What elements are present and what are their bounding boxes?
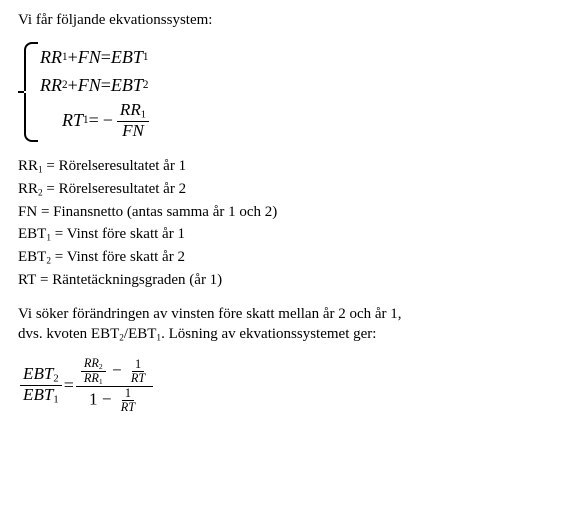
system-row-1: RR1 + FN = EBT1 bbox=[40, 44, 151, 70]
system-row-2: RR2 + FN = EBT2 bbox=[40, 72, 151, 98]
fraction-1-rt-top: 1 RT bbox=[128, 358, 148, 385]
left-brace-icon bbox=[24, 42, 38, 142]
fraction-1-rt-bottom: 1 RT bbox=[118, 387, 138, 414]
fraction-result-rhs: RR2 RR1 − 1 RT 1 − 1 RT bbox=[76, 357, 153, 414]
def-row: RT = Räntetäckningsgraden (år 1) bbox=[18, 270, 555, 290]
fraction-ebt-ratio: EBT2 EBT1 bbox=[20, 365, 62, 406]
result-equation: EBT2 EBT1 = RR2 RR1 − 1 RT 1 − 1 bbox=[18, 357, 555, 414]
def-row: EBT1 = Vinst före skatt år 1 bbox=[18, 224, 555, 245]
fraction-rr1-fn: RR1 FN bbox=[117, 101, 149, 140]
definitions-list: RR1 = Rörelseresultatet år 1 RR2 = Rörel… bbox=[18, 156, 555, 290]
system-row-3: RT1 = − RR1 FN bbox=[40, 100, 151, 140]
def-row: RR2 = Rörelseresultatet år 2 bbox=[18, 179, 555, 200]
intro-paragraph: Vi får följande ekvationssystem: bbox=[18, 10, 555, 30]
def-row: RR1 = Rörelseresultatet år 1 bbox=[18, 156, 555, 177]
def-row: FN = Finansnetto (antas samma år 1 och 2… bbox=[18, 202, 555, 222]
def-row: EBT2 = Vinst före skatt år 2 bbox=[18, 247, 555, 268]
body-paragraph: Vi söker förändringen av vinsten före sk… bbox=[18, 304, 555, 345]
fraction-rr2-rr1: RR2 RR1 bbox=[81, 357, 106, 386]
equation-system: RR1 + FN = EBT1 RR2 + FN = EBT2 RT1 = − … bbox=[18, 42, 555, 142]
